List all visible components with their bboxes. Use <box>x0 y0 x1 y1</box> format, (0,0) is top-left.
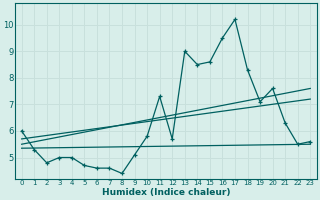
X-axis label: Humidex (Indice chaleur): Humidex (Indice chaleur) <box>102 188 230 197</box>
